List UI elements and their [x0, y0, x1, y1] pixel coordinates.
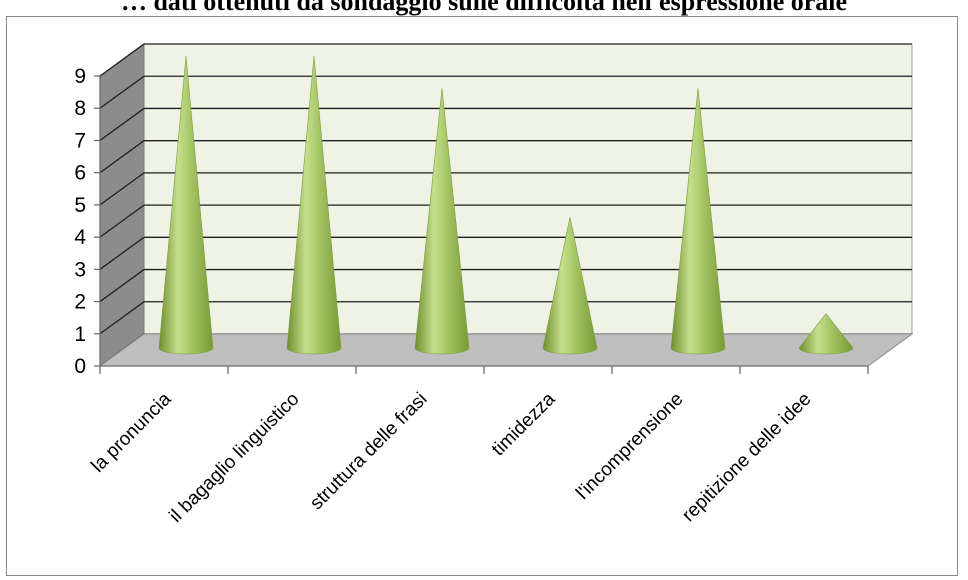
gridline-side [99, 301, 145, 335]
gridline-side [99, 75, 145, 109]
y-tick-label: 0 [74, 355, 86, 378]
y-tick-label: 3 [74, 258, 86, 281]
cone-bar [414, 88, 470, 355]
floor [98, 333, 914, 367]
cone-bar [670, 88, 726, 355]
gridline-side [99, 172, 145, 206]
x-category-label: repitizione delle idee [678, 389, 815, 526]
x-category-label: la pronuncia [87, 388, 175, 476]
y-tick-label: 1 [74, 323, 86, 346]
gridline-side [99, 140, 145, 174]
gridline-side [99, 269, 145, 303]
y-tick-label: 2 [74, 291, 86, 314]
gridline-side [99, 107, 145, 141]
cone-bar [158, 55, 214, 355]
cone-bar [542, 217, 598, 355]
y-tick-label: 4 [74, 226, 86, 249]
x-category-label: l'incomprensione [572, 389, 687, 504]
y-tick-label: 8 [74, 97, 86, 120]
y-tick-label: 6 [74, 162, 86, 185]
x-category-label: struttura delle frasi [306, 389, 431, 514]
gridline-side [99, 43, 145, 77]
x-category-label: timidezza [488, 388, 560, 460]
y-tick-label: 7 [74, 129, 86, 152]
cone-bar [286, 55, 342, 355]
gridline-side [99, 236, 145, 270]
back-wall [143, 43, 913, 335]
x-category-label: il bagaglio linguistico [165, 389, 303, 527]
cone-bar [798, 313, 854, 355]
chart-header-text: … dati ottenuti da sondaggio sulle diffi… [120, 0, 848, 16]
y-tick-label: 5 [74, 194, 86, 217]
y-tick-label: 9 [74, 65, 86, 88]
gridline-side [99, 204, 145, 238]
